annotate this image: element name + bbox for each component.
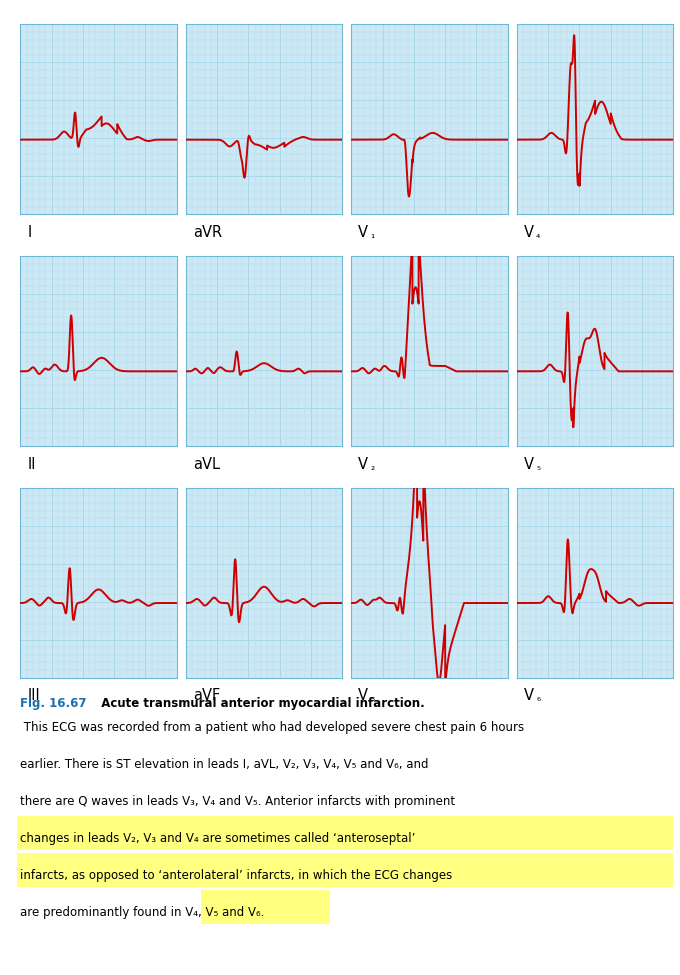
Text: V: V xyxy=(524,225,534,240)
Text: III: III xyxy=(27,688,40,703)
Text: This ECG was recorded from a patient who had developed severe chest pain 6 hours: This ECG was recorded from a patient who… xyxy=(20,722,524,734)
Text: there are Q waves in leads V₃, V₄ and V₅. Anterior infarcts with prominent: there are Q waves in leads V₃, V₄ and V₅… xyxy=(20,796,456,808)
Text: aVR: aVR xyxy=(192,225,222,240)
Text: I: I xyxy=(27,225,31,240)
Text: V: V xyxy=(358,225,369,240)
Text: V: V xyxy=(524,688,534,703)
Text: Fig. 16.67: Fig. 16.67 xyxy=(20,697,87,710)
Text: ₅: ₅ xyxy=(536,461,540,472)
Text: ₃: ₃ xyxy=(371,693,375,703)
Text: ₁: ₁ xyxy=(371,230,375,240)
Text: earlier. There is ST elevation in leads I, aVL, V₂, V₃, V₄, V₅ and V₆, and: earlier. There is ST elevation in leads … xyxy=(20,759,429,771)
Text: V: V xyxy=(358,688,369,703)
Text: infarcts, as opposed to ‘anterolateral’ infarcts, in which the ECG changes: infarcts, as opposed to ‘anterolateral’ … xyxy=(20,870,453,882)
Text: are predominantly found in V₄, V₅ and V₆.: are predominantly found in V₄, V₅ and V₆… xyxy=(20,907,265,919)
Text: V: V xyxy=(524,456,534,472)
Text: aVF: aVF xyxy=(192,688,220,703)
Text: V: V xyxy=(358,456,369,472)
Text: II: II xyxy=(27,456,36,472)
Text: ₆: ₆ xyxy=(536,693,540,703)
Text: changes in leads V₂, V₃ and V₄ are sometimes called ‘anteroseptal’: changes in leads V₂, V₃ and V₄ are somet… xyxy=(20,833,415,845)
Text: aVL: aVL xyxy=(192,456,220,472)
Text: ₄: ₄ xyxy=(536,230,541,240)
Text: Acute transmural anterior myocardial infarction.: Acute transmural anterior myocardial inf… xyxy=(93,697,425,710)
Text: ₂: ₂ xyxy=(371,461,375,472)
